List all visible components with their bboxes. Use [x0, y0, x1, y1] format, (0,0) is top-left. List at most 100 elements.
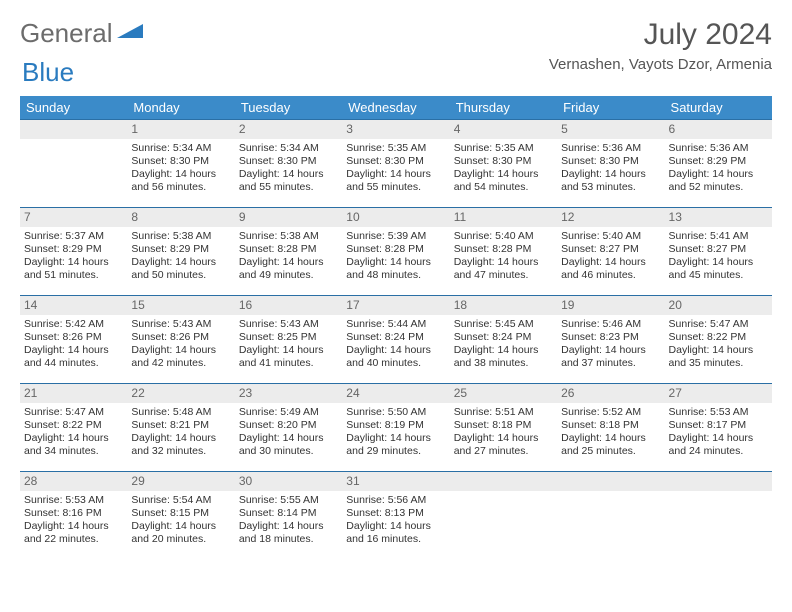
day-number: 29	[127, 472, 234, 491]
day-number: 31	[342, 472, 449, 491]
calendar-day-cell: 23Sunrise: 5:49 AMSunset: 8:20 PMDayligh…	[235, 384, 342, 472]
calendar-day-cell: 11Sunrise: 5:40 AMSunset: 8:28 PMDayligh…	[450, 208, 557, 296]
sunrise-text: Sunrise: 5:46 AM	[561, 318, 660, 331]
calendar-day-cell: 6Sunrise: 5:36 AMSunset: 8:29 PMDaylight…	[665, 120, 772, 208]
sunset-text: Sunset: 8:28 PM	[239, 243, 338, 256]
daylight-text: and 56 minutes.	[131, 181, 230, 194]
weekday-header: Tuesday	[235, 96, 342, 120]
sunrise-text: Sunrise: 5:44 AM	[346, 318, 445, 331]
daylight-text: and 47 minutes.	[454, 269, 553, 282]
calendar-day-cell: 9Sunrise: 5:38 AMSunset: 8:28 PMDaylight…	[235, 208, 342, 296]
sunrise-text: Sunrise: 5:38 AM	[131, 230, 230, 243]
calendar-day-cell	[665, 472, 772, 560]
sunrise-text: Sunrise: 5:40 AM	[561, 230, 660, 243]
calendar-day-cell: 8Sunrise: 5:38 AMSunset: 8:29 PMDaylight…	[127, 208, 234, 296]
sunset-text: Sunset: 8:29 PM	[669, 155, 768, 168]
sunrise-text: Sunrise: 5:39 AM	[346, 230, 445, 243]
day-number: 16	[235, 296, 342, 315]
sunrise-text: Sunrise: 5:45 AM	[454, 318, 553, 331]
calendar-day-cell: 26Sunrise: 5:52 AMSunset: 8:18 PMDayligh…	[557, 384, 664, 472]
sunset-text: Sunset: 8:18 PM	[561, 419, 660, 432]
daylight-text: Daylight: 14 hours	[454, 432, 553, 445]
sunset-text: Sunset: 8:14 PM	[239, 507, 338, 520]
sunset-text: Sunset: 8:24 PM	[346, 331, 445, 344]
sunset-text: Sunset: 8:28 PM	[346, 243, 445, 256]
daylight-text: and 38 minutes.	[454, 357, 553, 370]
day-number: 25	[450, 384, 557, 403]
sunset-text: Sunset: 8:30 PM	[131, 155, 230, 168]
sunrise-text: Sunrise: 5:40 AM	[454, 230, 553, 243]
sunrise-text: Sunrise: 5:37 AM	[24, 230, 123, 243]
daylight-text: Daylight: 14 hours	[239, 344, 338, 357]
daylight-text: Daylight: 14 hours	[669, 344, 768, 357]
daylight-text: and 29 minutes.	[346, 445, 445, 458]
daylight-text: and 55 minutes.	[346, 181, 445, 194]
sunset-text: Sunset: 8:25 PM	[239, 331, 338, 344]
calendar-day-cell: 20Sunrise: 5:47 AMSunset: 8:22 PMDayligh…	[665, 296, 772, 384]
sunrise-text: Sunrise: 5:47 AM	[24, 406, 123, 419]
calendar-day-cell: 12Sunrise: 5:40 AMSunset: 8:27 PMDayligh…	[557, 208, 664, 296]
daylight-text: and 42 minutes.	[131, 357, 230, 370]
daylight-text: Daylight: 14 hours	[561, 256, 660, 269]
day-number: 30	[235, 472, 342, 491]
daylight-text: and 41 minutes.	[239, 357, 338, 370]
calendar-day-cell: 10Sunrise: 5:39 AMSunset: 8:28 PMDayligh…	[342, 208, 449, 296]
sunset-text: Sunset: 8:29 PM	[24, 243, 123, 256]
day-number: 13	[665, 208, 772, 227]
daylight-text: Daylight: 14 hours	[669, 168, 768, 181]
sunset-text: Sunset: 8:30 PM	[454, 155, 553, 168]
weekday-header: Thursday	[450, 96, 557, 120]
daylight-text: and 52 minutes.	[669, 181, 768, 194]
daylight-text: and 40 minutes.	[346, 357, 445, 370]
calendar-day-cell: 18Sunrise: 5:45 AMSunset: 8:24 PMDayligh…	[450, 296, 557, 384]
day-number: 22	[127, 384, 234, 403]
daylight-text: Daylight: 14 hours	[346, 520, 445, 533]
calendar-week-row: 28Sunrise: 5:53 AMSunset: 8:16 PMDayligh…	[20, 472, 772, 560]
calendar-header-row: SundayMondayTuesdayWednesdayThursdayFrid…	[20, 96, 772, 120]
sunset-text: Sunset: 8:16 PM	[24, 507, 123, 520]
sunrise-text: Sunrise: 5:38 AM	[239, 230, 338, 243]
daylight-text: and 53 minutes.	[561, 181, 660, 194]
calendar-day-cell: 5Sunrise: 5:36 AMSunset: 8:30 PMDaylight…	[557, 120, 664, 208]
sunset-text: Sunset: 8:30 PM	[346, 155, 445, 168]
calendar-day-cell: 4Sunrise: 5:35 AMSunset: 8:30 PMDaylight…	[450, 120, 557, 208]
sunset-text: Sunset: 8:13 PM	[346, 507, 445, 520]
daylight-text: and 18 minutes.	[239, 533, 338, 546]
day-number: 8	[127, 208, 234, 227]
sunset-text: Sunset: 8:23 PM	[561, 331, 660, 344]
sunset-text: Sunset: 8:27 PM	[561, 243, 660, 256]
calendar-day-cell	[450, 472, 557, 560]
weekday-header: Saturday	[665, 96, 772, 120]
calendar-day-cell: 1Sunrise: 5:34 AMSunset: 8:30 PMDaylight…	[127, 120, 234, 208]
day-number: 14	[20, 296, 127, 315]
day-number: 23	[235, 384, 342, 403]
day-number-empty	[20, 120, 127, 139]
daylight-text: Daylight: 14 hours	[131, 432, 230, 445]
day-number: 18	[450, 296, 557, 315]
daylight-text: Daylight: 14 hours	[561, 168, 660, 181]
weekday-header: Friday	[557, 96, 664, 120]
calendar-week-row: 7Sunrise: 5:37 AMSunset: 8:29 PMDaylight…	[20, 208, 772, 296]
sunset-text: Sunset: 8:22 PM	[24, 419, 123, 432]
daylight-text: Daylight: 14 hours	[454, 256, 553, 269]
daylight-text: and 55 minutes.	[239, 181, 338, 194]
calendar-day-cell: 29Sunrise: 5:54 AMSunset: 8:15 PMDayligh…	[127, 472, 234, 560]
sunrise-text: Sunrise: 5:48 AM	[131, 406, 230, 419]
daylight-text: Daylight: 14 hours	[239, 520, 338, 533]
daylight-text: and 45 minutes.	[669, 269, 768, 282]
daylight-text: Daylight: 14 hours	[239, 432, 338, 445]
daylight-text: and 27 minutes.	[454, 445, 553, 458]
sunrise-text: Sunrise: 5:54 AM	[131, 494, 230, 507]
daylight-text: and 32 minutes.	[131, 445, 230, 458]
daylight-text: Daylight: 14 hours	[669, 432, 768, 445]
daylight-text: Daylight: 14 hours	[346, 432, 445, 445]
daylight-text: Daylight: 14 hours	[454, 344, 553, 357]
day-number: 20	[665, 296, 772, 315]
daylight-text: and 49 minutes.	[239, 269, 338, 282]
logo: General	[20, 18, 143, 49]
day-number: 17	[342, 296, 449, 315]
title-area: July 2024 Vernashen, Vayots Dzor, Armeni…	[549, 18, 772, 73]
daylight-text: and 34 minutes.	[24, 445, 123, 458]
location: Vernashen, Vayots Dzor, Armenia	[549, 56, 772, 73]
day-number: 24	[342, 384, 449, 403]
